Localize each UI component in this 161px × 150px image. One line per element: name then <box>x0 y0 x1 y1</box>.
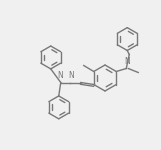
Text: N: N <box>57 71 63 80</box>
Text: N: N <box>124 57 130 66</box>
Text: N: N <box>68 71 74 80</box>
